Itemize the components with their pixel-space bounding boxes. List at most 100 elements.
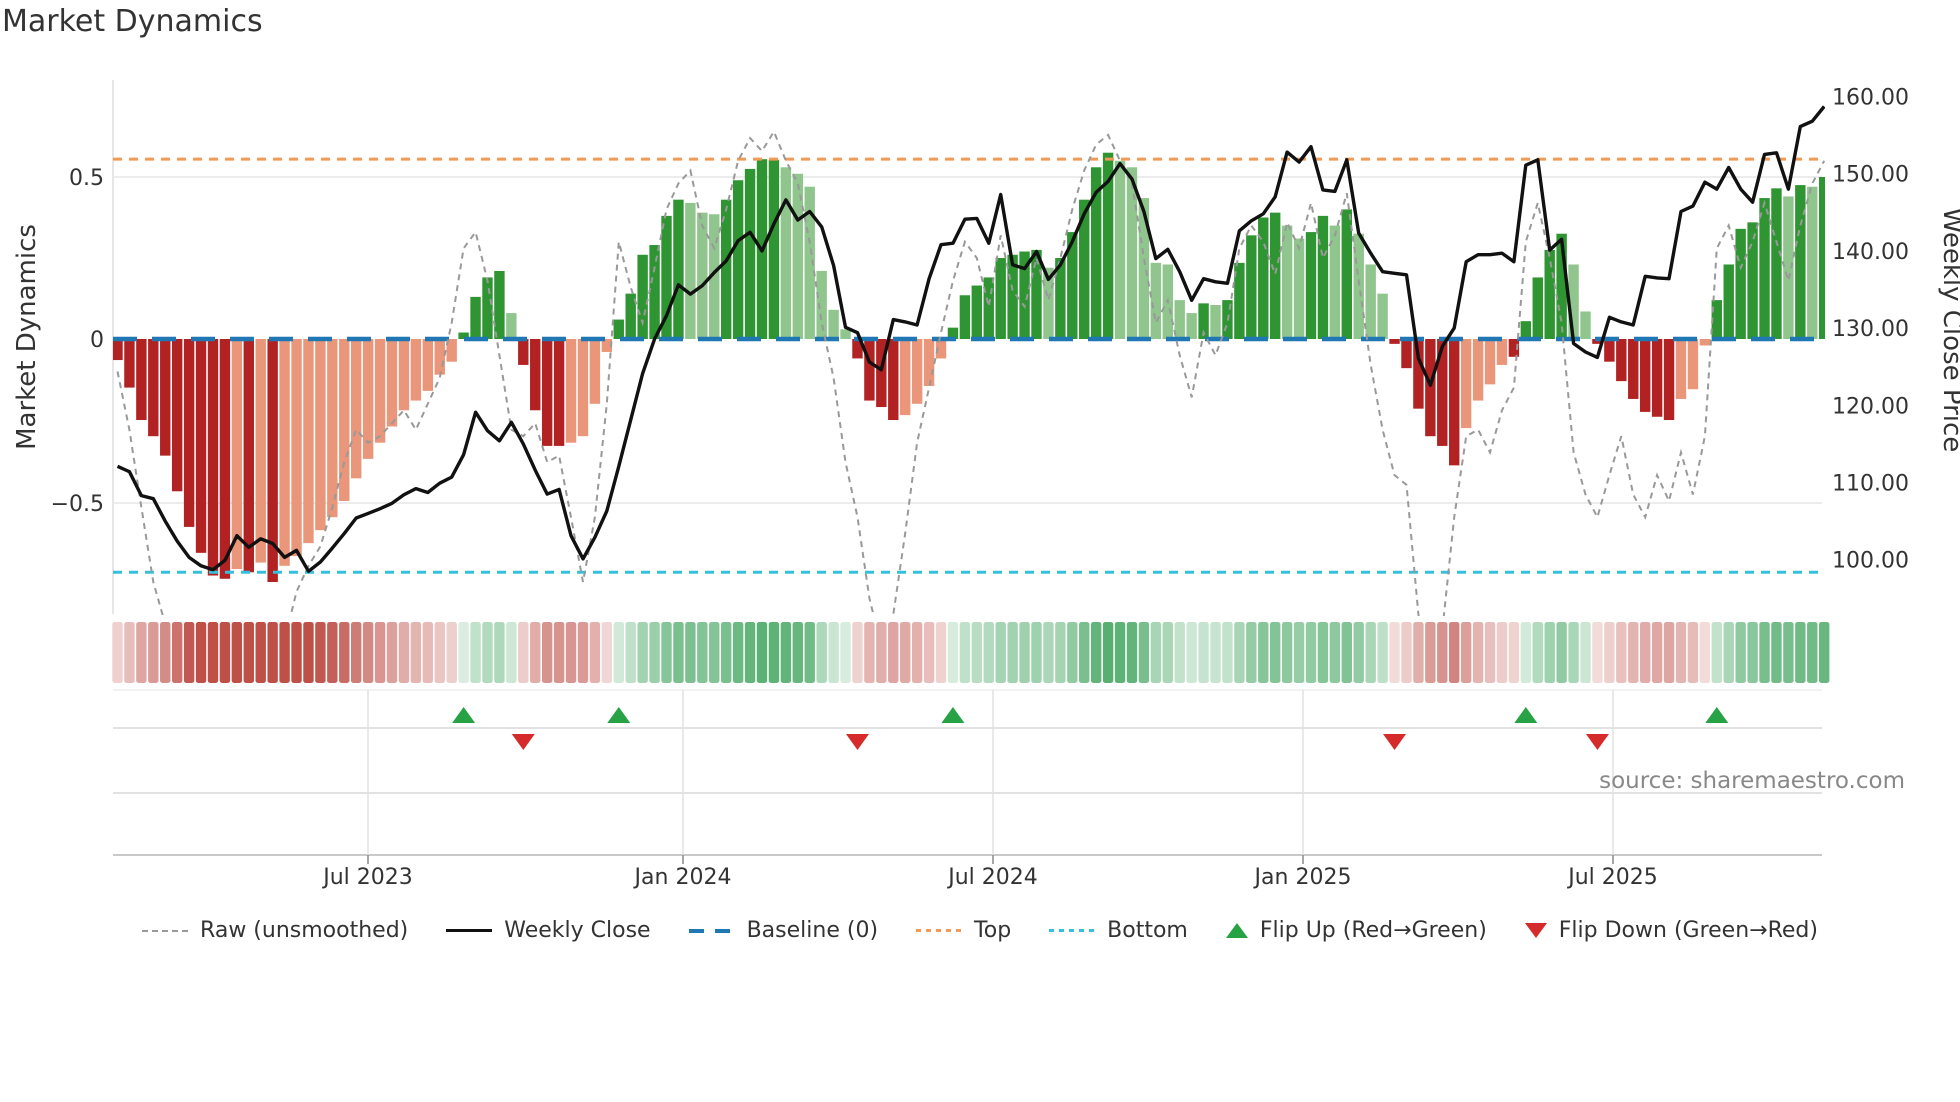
heatmap-cell	[291, 622, 302, 683]
dynamics-bar	[171, 339, 183, 492]
dynamics-bar	[1174, 300, 1185, 339]
heatmap-cell	[434, 622, 445, 683]
x-tick-label: Jul 2024	[946, 865, 1038, 890]
dynamics-bar	[1114, 160, 1126, 339]
heatmap-cell	[518, 622, 529, 683]
dynamics-bar	[267, 339, 278, 582]
source-credit: source: sharemaestro.com	[1599, 768, 1905, 794]
dynamics-bar	[1604, 339, 1615, 362]
heatmap-cell	[1819, 622, 1830, 683]
heatmap-cell	[1007, 622, 1018, 683]
dynamics-bar	[911, 339, 923, 404]
dynamics-bar	[1807, 186, 1818, 339]
flip-down-marker	[1383, 734, 1407, 750]
heatmap-cell	[136, 622, 147, 683]
legend-swatch-rawline-icon	[142, 929, 189, 932]
heatmap-cell	[792, 622, 803, 683]
dynamics-bar	[195, 339, 207, 553]
dynamics-bar	[160, 339, 171, 456]
heatmap-cell	[1616, 622, 1627, 683]
dynamics-bar	[1055, 258, 1066, 339]
left-tick-label: −0.5	[51, 492, 104, 517]
heatmap-cell	[709, 622, 720, 683]
dynamics-bar	[888, 339, 899, 420]
heatmap-cell	[1377, 622, 1388, 683]
x-tick-label: Jul 2023	[321, 865, 413, 890]
dynamics-bar	[1341, 209, 1353, 339]
heatmap-cell	[1532, 622, 1543, 683]
heatmap-cell	[1639, 622, 1651, 683]
dynamics-bar	[1723, 264, 1734, 339]
heatmap-cell	[160, 622, 171, 683]
legend-label: Bottom	[1107, 918, 1188, 943]
heatmap-cell	[1389, 622, 1400, 683]
heatmap-cell	[494, 622, 505, 683]
dynamics-bar	[1317, 215, 1329, 339]
dynamics-bar	[1532, 277, 1543, 339]
dynamics-bar	[434, 339, 445, 375]
heatmap-cell	[339, 622, 350, 683]
raw-unsmoothed-line	[116, 129, 1825, 616]
dynamics-bar	[219, 339, 231, 579]
heatmap-cell	[1544, 622, 1555, 683]
heatmap-cell	[1055, 622, 1066, 683]
heatmap-cell	[470, 622, 481, 683]
dynamics-bar	[1568, 264, 1579, 339]
dynamics-bar	[458, 332, 469, 339]
dynamics-bar	[207, 339, 219, 576]
heatmap-cell	[685, 622, 696, 683]
heatmap-cell	[1520, 622, 1532, 683]
heatmap-cell	[1138, 622, 1150, 683]
heatmap-cell	[637, 622, 648, 683]
heatmap-cell	[1592, 622, 1603, 683]
dynamics-bar	[148, 339, 159, 437]
heatmap-cell	[577, 622, 589, 683]
dynamics-bar	[720, 199, 732, 339]
dynamics-bar	[553, 339, 565, 446]
heatmap-cell	[852, 622, 863, 683]
heatmap-cell	[995, 622, 1006, 683]
dynamics-bar	[1819, 177, 1825, 339]
heatmap-cell	[458, 622, 469, 683]
dynamics-bar	[1377, 293, 1388, 339]
heatmap-cell	[1174, 622, 1185, 683]
heatmap-cell	[1317, 622, 1329, 683]
heatmap-cell	[1353, 622, 1364, 683]
heatmap-cell	[864, 622, 875, 683]
heatmap-cell	[888, 622, 899, 683]
right-tick-label: 150.00	[1832, 163, 1909, 188]
dynamics-bar	[315, 339, 326, 531]
heatmap-cell	[923, 622, 935, 683]
x-tick-label: Jul 2025	[1566, 865, 1658, 890]
dynamics-bar	[995, 258, 1006, 339]
heatmap-cell	[1759, 622, 1770, 683]
legend-label: Baseline (0)	[746, 918, 879, 943]
dynamics-bar	[625, 293, 636, 339]
heatmap-cell	[1162, 622, 1173, 683]
heatmap-cell	[195, 622, 207, 683]
flip-up-marker	[452, 707, 476, 723]
dynamics-bar	[1663, 339, 1675, 420]
dynamics-bar	[1126, 167, 1138, 339]
heatmap-cell	[1663, 622, 1675, 683]
right-tick-label: 120.00	[1832, 394, 1909, 419]
heatmap-cell	[1079, 622, 1090, 683]
left-tick-label: 0.5	[69, 166, 104, 191]
heatmap-cell	[756, 622, 768, 683]
legend-swatch-dots-orange-icon	[916, 929, 963, 932]
dynamics-bar	[183, 339, 195, 527]
right-tick-label: 110.00	[1832, 472, 1909, 497]
dynamics-bar	[876, 339, 887, 408]
legend-label: Flip Down (Green→Red)	[1558, 918, 1818, 943]
dynamics-bar	[852, 339, 863, 359]
heatmap-cell	[625, 622, 636, 683]
heatmap-cell	[1604, 622, 1615, 683]
dynamics-bar	[900, 339, 911, 416]
heatmap-cell	[255, 622, 266, 683]
dynamics-bar	[1460, 339, 1472, 429]
dynamics-bar	[649, 245, 660, 339]
heatmap-cell	[1401, 622, 1412, 683]
dynamics-bar	[732, 180, 744, 339]
heatmap-cell	[911, 622, 923, 683]
